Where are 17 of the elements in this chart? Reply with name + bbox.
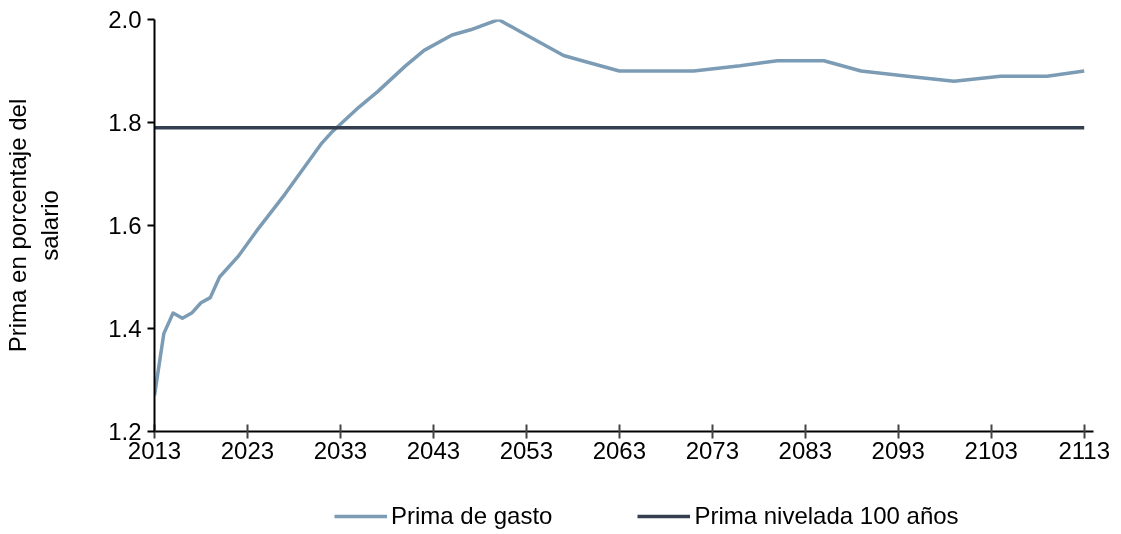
x-tick-label: 2093 [871, 436, 925, 464]
x-tick-label: 2073 [685, 436, 740, 464]
legend-label: Prima de gasto [391, 502, 553, 530]
x-tick-label: 2103 [964, 436, 1018, 464]
x-tick-label: 2113 [1058, 436, 1111, 464]
x-tick-label: 2083 [778, 436, 832, 464]
x-tick-label: 2053 [499, 436, 554, 464]
y-tick-label: 1.6 [108, 212, 142, 239]
y-tick-label: 1.4 [108, 315, 142, 342]
y-tick-label: 1.8 [108, 109, 142, 136]
x-tick-label: 2023 [220, 436, 275, 464]
y-tick-label: 2.0 [108, 6, 142, 33]
x-tick-label: 2043 [406, 436, 461, 464]
x-tick-label: 2063 [592, 436, 647, 464]
y-axis-title: Prima en porcentaje del salario [3, 98, 64, 353]
legend-label: Prima nivelada 100 años [694, 502, 959, 530]
x-tick-label: 2033 [313, 436, 368, 464]
